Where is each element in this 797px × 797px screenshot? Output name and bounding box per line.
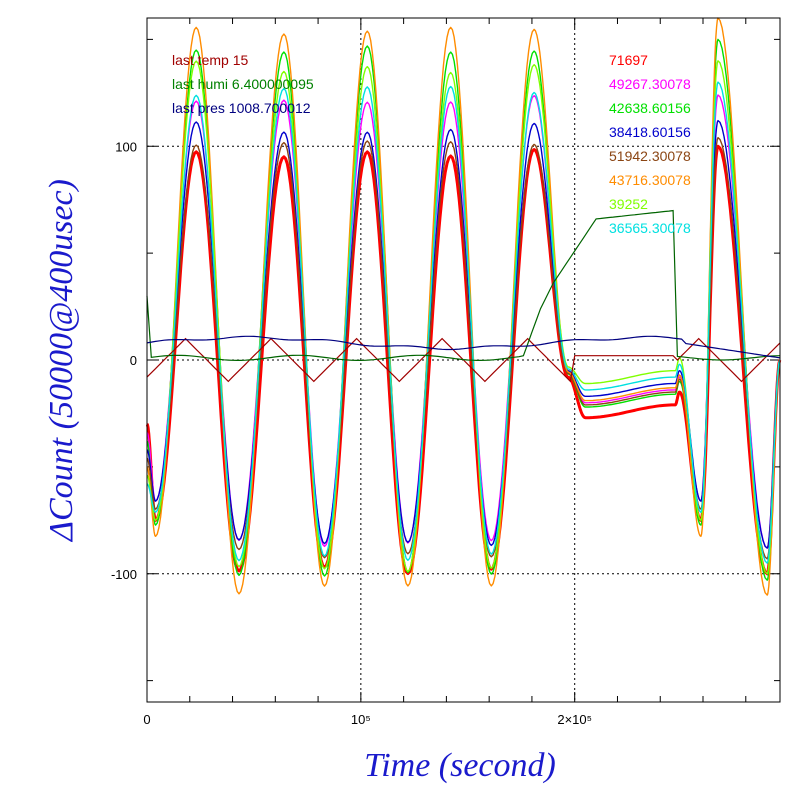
series-legend-item-0: 71697	[609, 52, 648, 68]
x-tick-label-2: 2×10⁵	[557, 712, 592, 727]
series-legend-item-1: 49267.30078	[609, 76, 691, 92]
y-tick-label-2: -100	[111, 567, 137, 582]
series-legend-item-2: 42638.60156	[609, 100, 691, 116]
x-tick-label-1: 10⁵	[351, 712, 371, 727]
chart: 100 0 -100 0 10⁵ 2×10⁵ last temp 15 last humi …	[0, 0, 797, 797]
x-axis-title: Time (second)	[364, 747, 556, 784]
env-legend-item-2: last pres 1008.700012	[172, 100, 311, 116]
env-legend-item-1: last humi 6.400000095	[172, 76, 314, 92]
series-legend-item-4: 51942.30078	[609, 148, 691, 164]
series-legend-item-6: 39252	[609, 196, 648, 212]
y-axis-title: ΔCount (50000@400usec)	[43, 179, 80, 543]
series-legend-item-3: 38418.60156	[609, 124, 691, 140]
series-legend-item-5: 43716.30078	[609, 172, 691, 188]
env-legend-item-0: last temp 15	[172, 52, 248, 68]
x-tick-label-0: 0	[143, 712, 150, 727]
series-legend-item-7: 36565.30078	[609, 220, 691, 236]
y-tick-label-1: 0	[130, 353, 137, 368]
y-tick-label-0: 100	[115, 139, 137, 154]
